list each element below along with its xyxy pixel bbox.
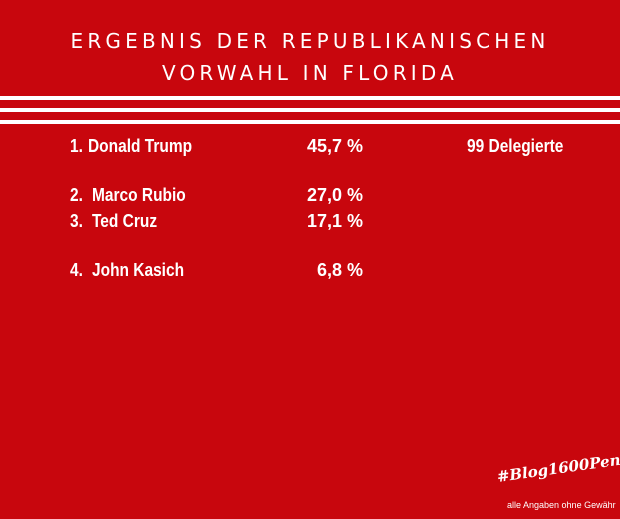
result-candidate-name: Donald Trump [88,136,193,156]
result-rank: 3. [70,211,83,231]
title-line-2: Vorwahl in Florida [161,61,459,85]
result-candidate-name: John Kasich [92,260,185,280]
result-rank: 1. [70,136,83,156]
disclaimer: alle Angaben ohne Gewähr [507,500,616,510]
result-percent: 17,1 % [306,211,363,231]
result-candidate-name: Ted Cruz [92,211,158,231]
result-candidate-name: Marco Rubio [92,185,186,205]
result-rank: 4. [70,260,83,280]
result-percent: 45,7 % [306,136,363,156]
result-delegates: 99 Delegierte [467,136,564,156]
hashtag-watermark: #Blog1600Penn [495,449,620,486]
divider-stripe [0,120,620,124]
divider-stripe [0,108,620,112]
result-percent: 6,8 % [316,260,363,280]
result-rank: 2. [70,185,83,205]
title-line-1: Ergebnis der Republikanischen [70,29,550,53]
result-percent: 27,0 % [306,185,363,205]
divider-stripe [0,96,620,100]
